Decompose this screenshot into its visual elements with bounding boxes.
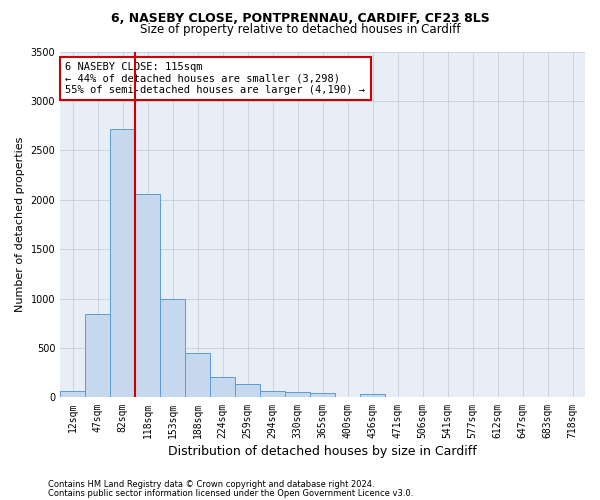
Text: Size of property relative to detached houses in Cardiff: Size of property relative to detached ho… [140,22,460,36]
Text: Contains public sector information licensed under the Open Government Licence v3: Contains public sector information licen… [48,488,413,498]
Bar [60,390,85,398]
Bar [285,392,310,398]
Bar [185,353,210,398]
Bar [135,194,160,398]
Bar [235,384,260,398]
Y-axis label: Number of detached properties: Number of detached properties [15,137,25,312]
Bar [160,298,185,398]
Bar [85,314,110,398]
Text: 6 NASEBY CLOSE: 115sqm
← 44% of detached houses are smaller (3,298)
55% of semi-: 6 NASEBY CLOSE: 115sqm ← 44% of detached… [65,62,365,95]
Bar [210,377,235,398]
Bar [260,390,285,398]
Text: Contains HM Land Registry data © Crown copyright and database right 2024.: Contains HM Land Registry data © Crown c… [48,480,374,489]
Text: 6, NASEBY CLOSE, PONTPRENNAU, CARDIFF, CF23 8LS: 6, NASEBY CLOSE, PONTPRENNAU, CARDIFF, C… [110,12,490,26]
Bar [110,128,135,398]
X-axis label: Distribution of detached houses by size in Cardiff: Distribution of detached houses by size … [168,444,477,458]
Bar [360,394,385,398]
Bar [310,394,335,398]
